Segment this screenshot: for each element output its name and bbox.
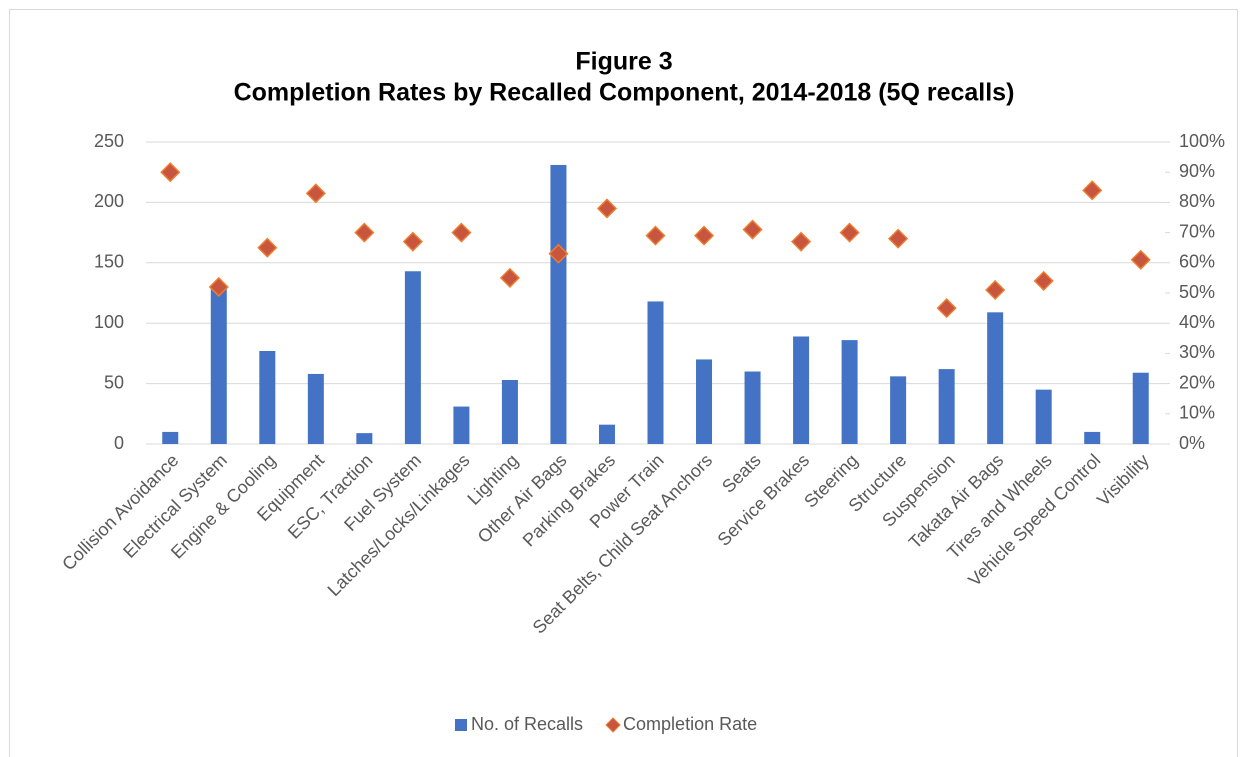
bar: [744, 371, 761, 444]
marker: [257, 237, 278, 258]
x-tick-label: ESC, Traction: [284, 450, 377, 543]
marker: [693, 225, 715, 246]
marker: [208, 276, 229, 298]
y2-tick-label: 100%: [1179, 131, 1225, 151]
bar: [210, 286, 227, 444]
bar: [404, 271, 421, 444]
y2-tick-label: 50%: [1179, 282, 1215, 302]
y-tick-label: 0: [114, 433, 124, 453]
bar: [356, 433, 373, 444]
bar: [1132, 372, 1149, 444]
marker: [499, 267, 520, 288]
y2-tick-label: 60%: [1179, 252, 1215, 272]
marker: [1082, 180, 1103, 201]
marker: [354, 222, 375, 243]
bar: [841, 340, 858, 444]
marker: [548, 243, 569, 264]
y2-tick-label: 0%: [1179, 433, 1205, 453]
y2-tick-label: 70%: [1179, 221, 1215, 241]
bar: [501, 379, 518, 444]
marker: [839, 222, 860, 243]
bar: [696, 359, 713, 444]
bar: [598, 424, 615, 444]
x-tick-label: Seat Belts, Child Seat Anchors: [529, 450, 716, 637]
y-tick-label: 100: [94, 312, 124, 332]
chart-subtitle: Completion Rates by Recalled Component, …: [234, 79, 1015, 107]
bar: [307, 373, 324, 444]
bar: [793, 336, 810, 444]
chart-title: Figure 3: [575, 48, 672, 76]
marker: [160, 162, 181, 183]
bar: [1084, 431, 1101, 444]
y2-tick-label: 80%: [1179, 191, 1215, 211]
legend-swatch: [455, 719, 467, 731]
y2-tick-label: 30%: [1179, 342, 1215, 362]
bar: [259, 350, 276, 444]
marker: [1130, 249, 1151, 270]
y2-tick-label: 40%: [1179, 312, 1215, 332]
y-tick-label: 200: [94, 191, 124, 211]
bar: [647, 301, 664, 444]
y-tick-label: 150: [94, 252, 124, 272]
chart-border: [9, 9, 1238, 757]
marker: [596, 198, 618, 219]
marker: [645, 225, 666, 246]
y2-tick-label: 90%: [1179, 161, 1215, 181]
bar: [550, 164, 567, 444]
bar: [453, 406, 470, 444]
marker: [742, 219, 763, 240]
marker: [791, 231, 812, 252]
x-tick-label: Visibility: [1093, 450, 1153, 510]
marker: [451, 222, 472, 243]
bar: [162, 431, 179, 444]
marker: [888, 228, 909, 249]
bar: [890, 376, 907, 444]
legend-swatch: [605, 717, 621, 733]
legend-label: Completion Rate: [623, 714, 757, 734]
marker: [402, 231, 423, 252]
marker: [936, 298, 957, 319]
marker: [305, 183, 326, 204]
y2-tick-label: 10%: [1179, 403, 1215, 423]
marker: [985, 279, 1006, 301]
y-tick-label: 250: [94, 131, 124, 151]
x-tick-label: Seats: [718, 450, 765, 497]
bar: [987, 312, 1004, 444]
bar: [1035, 389, 1052, 444]
bar: [938, 369, 955, 444]
legend-label: No. of Recalls: [471, 714, 583, 734]
marker: [1033, 270, 1054, 291]
y-tick-label: 50: [104, 372, 124, 392]
y2-tick-label: 20%: [1179, 372, 1215, 392]
